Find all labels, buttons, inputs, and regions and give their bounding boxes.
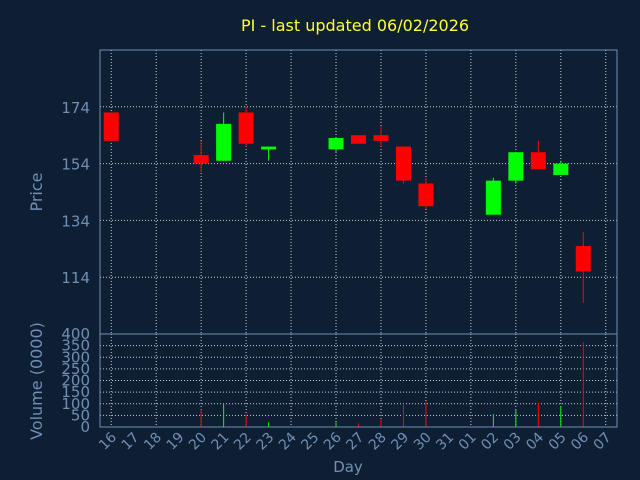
day-axis-label: Day <box>333 458 363 476</box>
price-tick-labels: 114 134 154 174 <box>61 99 90 287</box>
candle-body <box>216 123 232 161</box>
day-tick-label: 04 <box>523 429 547 453</box>
day-tick-label: 17 <box>119 430 143 454</box>
day-tick-label: 03 <box>501 430 525 454</box>
day-tick-label: 30 <box>411 430 435 454</box>
day-tick-label: 01 <box>456 430 480 454</box>
candle-body <box>238 112 254 144</box>
day-tick-label: 19 <box>164 430 188 454</box>
day-tick-label: 05 <box>546 430 570 454</box>
volume-tick-label: 300 <box>61 348 90 366</box>
price-candles <box>103 106 591 303</box>
candle-body <box>328 138 344 150</box>
day-tick-label: 27 <box>343 430 367 454</box>
day-tick-label: 31 <box>433 430 457 454</box>
price-axis-label: Price <box>27 172 46 211</box>
volume-tick-label: 350 <box>61 337 90 355</box>
candle-body <box>418 183 434 207</box>
volume-grid <box>100 334 617 427</box>
volume-bars <box>200 342 584 427</box>
price-tick-label: 114 <box>61 269 90 287</box>
day-tick-label: 25 <box>298 430 322 454</box>
candle-body <box>261 146 277 150</box>
volume-tick-label: 250 <box>61 360 90 378</box>
day-tick-label: 16 <box>96 429 120 453</box>
candle-body <box>530 152 546 170</box>
volume-axis-label: Volume (0000) <box>27 322 46 440</box>
candle-body <box>395 146 411 181</box>
day-tick-label: 21 <box>209 430 233 454</box>
candle-body <box>553 163 569 175</box>
price-tick-label: 154 <box>61 156 90 174</box>
day-tick-label: 02 <box>478 430 502 454</box>
day-tick-label: 26 <box>321 429 345 453</box>
price-tick-label: 174 <box>61 99 90 117</box>
day-tick-label: 06 <box>568 429 592 453</box>
chart-title: PI - last updated 06/02/2026 <box>241 16 469 35</box>
candle-body <box>351 135 366 144</box>
day-tick-label: 20 <box>186 430 210 454</box>
volume-tick-label: 150 <box>61 383 90 401</box>
volume-tick-label: 0 <box>80 418 90 436</box>
volume-tick-label: 200 <box>61 372 90 390</box>
candle-body <box>103 112 119 141</box>
day-tick-label: 22 <box>231 430 255 454</box>
price-grid <box>100 50 617 334</box>
candle-body <box>193 155 209 164</box>
volume-tick-label: 50 <box>71 406 90 424</box>
day-tick-labels: 1617181920212223242526272829303101020304… <box>96 429 614 453</box>
day-tick-label: 24 <box>276 429 300 453</box>
day-tick-label: 18 <box>141 430 165 454</box>
day-tick-label: 28 <box>366 430 390 454</box>
candle-body <box>485 180 501 215</box>
day-tick-label: 23 <box>253 430 277 454</box>
price-plot-frame <box>99 49 618 335</box>
candle-body <box>373 135 389 141</box>
candle-body <box>575 245 591 272</box>
day-tick-label: 07 <box>591 430 615 454</box>
price-tick-label: 134 <box>61 212 90 230</box>
volume-plot-frame <box>99 333 618 428</box>
day-tick-label: 29 <box>388 430 412 454</box>
volume-tick-label: 400 <box>61 325 90 343</box>
candle-body <box>508 152 524 181</box>
volume-tick-label: 100 <box>61 395 90 413</box>
